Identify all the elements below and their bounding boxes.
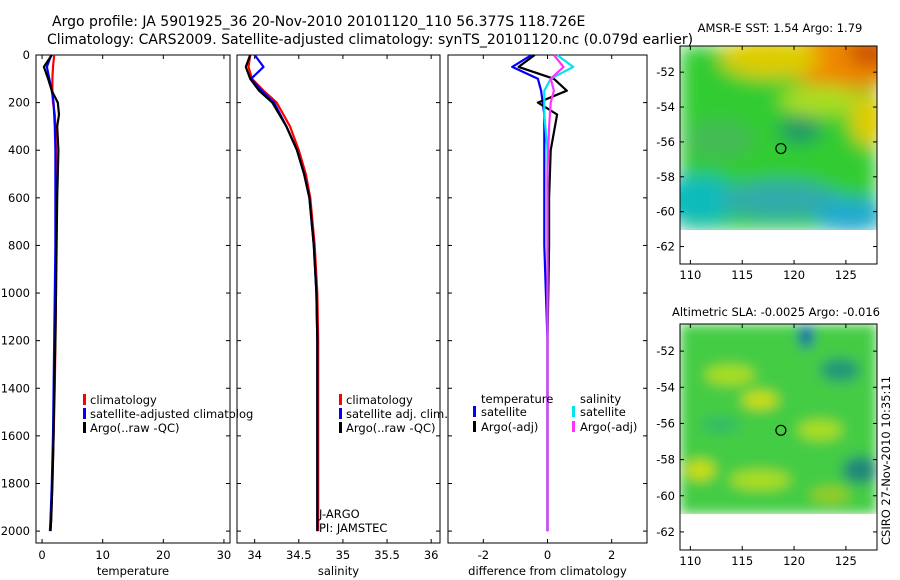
x-tick-label: 34 bbox=[247, 548, 262, 562]
y-tick-label: -58 bbox=[656, 453, 675, 467]
series-line-blue bbox=[250, 54, 319, 532]
x-tick-label: 20 bbox=[156, 548, 171, 562]
timestamp-stamp: CSIRO 27-Nov-2010 10:35:11 bbox=[879, 376, 893, 545]
legend-swatch bbox=[83, 408, 86, 419]
y-tick-label: 1400 bbox=[1, 381, 30, 395]
x-tick-label: 125 bbox=[835, 554, 857, 568]
legend-label: satellite bbox=[580, 405, 626, 419]
y-tick-label: -54 bbox=[656, 100, 675, 114]
x-tick-label: 115 bbox=[731, 554, 753, 568]
y-tick-label: 800 bbox=[8, 238, 30, 252]
series-line-magenta bbox=[546, 54, 565, 532]
legend-swatch bbox=[473, 406, 476, 417]
series-line-black bbox=[517, 54, 568, 532]
y-tick-label: 0 bbox=[23, 48, 30, 62]
y-tick-label: -54 bbox=[656, 380, 675, 394]
y-tick-label: 2000 bbox=[1, 524, 30, 538]
x-tick-label: 115 bbox=[731, 268, 753, 282]
x-tick-label: 110 bbox=[679, 268, 701, 282]
x-tick-label: 36 bbox=[424, 548, 439, 562]
sst-map-title: AMSR-E SST: 1.54 Argo: 1.79 bbox=[698, 21, 863, 35]
y-tick-label: 600 bbox=[8, 191, 30, 205]
argo-location-marker bbox=[775, 424, 787, 436]
legend-label: Argo(-adj) bbox=[481, 420, 538, 434]
sst-map-axes: -52 -54 -56 -58 -60 -62 110 115 120 125 bbox=[656, 46, 877, 282]
series-line-blue bbox=[511, 54, 549, 532]
x-axis-label: temperature bbox=[97, 564, 169, 578]
y-tick-label: 1000 bbox=[1, 286, 30, 300]
x-tick-label: 125 bbox=[835, 268, 857, 282]
legend-label: climatology bbox=[346, 393, 413, 407]
x-tick-label: 35 bbox=[336, 548, 351, 562]
sla-field bbox=[680, 324, 877, 514]
legend-label: satellite bbox=[481, 405, 527, 419]
x-tick-label: 10 bbox=[95, 548, 110, 562]
x-tick-label: 0 bbox=[544, 548, 551, 562]
y-tick-label: -60 bbox=[656, 489, 675, 503]
argo-location-marker bbox=[775, 142, 787, 155]
legend-swatch bbox=[339, 394, 342, 405]
sst-field bbox=[680, 46, 877, 230]
sla-map-axes: -52 -54 -56 -58 -60 -62 110 115 120 125 bbox=[656, 324, 877, 568]
legend-swatch bbox=[572, 406, 575, 417]
x-axis-label: salinity bbox=[318, 564, 359, 578]
series-line-red bbox=[247, 54, 320, 532]
legend-swatch bbox=[572, 421, 575, 432]
legend-label: satellite adj. clim. bbox=[346, 407, 448, 421]
y-tick-label: -62 bbox=[656, 525, 675, 539]
y-tick-label: 1600 bbox=[1, 429, 30, 443]
y-tick-label: 1200 bbox=[1, 334, 30, 348]
series-line-black bbox=[244, 54, 319, 532]
legend-label: Argo(..raw -QC) bbox=[90, 421, 180, 435]
temperature-panel: 0 200 400 600 800 1000 1200 1400 1600 1800 2000 0 10… bbox=[1, 48, 254, 578]
plot-frame bbox=[236, 54, 441, 544]
series-line-black bbox=[42, 54, 61, 532]
y-tick-label: 200 bbox=[8, 96, 30, 110]
x-tick-label: 2 bbox=[608, 548, 615, 562]
legend-label: satellite-adjusted climatolog bbox=[90, 407, 253, 421]
figure-title-line1: Argo profile: JA 5901925_36 20-Nov-2010 … bbox=[52, 14, 585, 30]
float-annotation: J-ARGO bbox=[318, 507, 360, 521]
sst-map-panel: AMSR-E SST: 1.54 Argo: 1.79 -52 -54 -56 -58… bbox=[656, 21, 878, 282]
y-tick-label: 400 bbox=[8, 143, 30, 157]
legend-heading: salinity bbox=[580, 392, 621, 406]
legend-label: climatology bbox=[90, 393, 157, 407]
x-tick-label: 0 bbox=[38, 548, 45, 562]
series-line-blue bbox=[45, 54, 57, 532]
x-tick-label: 120 bbox=[783, 268, 805, 282]
x-tick-label: -2 bbox=[478, 548, 489, 562]
legend-label: Argo(..raw -QC) bbox=[346, 421, 436, 435]
legend-swatch bbox=[339, 422, 342, 433]
legend-heading: temperature bbox=[481, 392, 553, 406]
y-tick-label: -58 bbox=[656, 170, 675, 184]
x-tick-label: 35.5 bbox=[374, 548, 400, 562]
legend-swatch bbox=[473, 421, 476, 432]
y-tick-label: 1800 bbox=[1, 476, 30, 490]
y-tick-label: -52 bbox=[656, 344, 675, 358]
difference-panel: -2 0 2 difference from climatology temperatu… bbox=[447, 54, 648, 578]
x-tick-label: 110 bbox=[679, 554, 701, 568]
x-axis-label: difference from climatology bbox=[468, 564, 627, 578]
y-tick-label: -60 bbox=[656, 205, 675, 219]
y-tick-label: -62 bbox=[656, 240, 675, 254]
y-tick-label: -52 bbox=[656, 65, 675, 79]
salinity-panel: 34 34.5 35 35.5 36 salinity climatologysatelli… bbox=[236, 54, 448, 578]
y-tick-label: -56 bbox=[656, 416, 675, 430]
sla-map-panel: Altimetric SLA: -0.0025 Argo: -0.016 -52… bbox=[656, 305, 880, 568]
legend-swatch bbox=[339, 408, 342, 419]
legend-label: Argo(-adj) bbox=[580, 420, 637, 434]
x-tick-label: 120 bbox=[783, 554, 805, 568]
legend-swatch bbox=[83, 394, 86, 405]
sla-map-title: Altimetric SLA: -0.0025 Argo: -0.016 bbox=[672, 305, 880, 319]
x-tick-label: 34.5 bbox=[286, 548, 312, 562]
float-annotation: PI: JAMSTEC bbox=[319, 521, 387, 535]
x-tick-label: 30 bbox=[217, 548, 232, 562]
figure-title-line2: Climatology: CARS2009. Satellite-adjuste… bbox=[47, 32, 693, 48]
legend-swatch bbox=[83, 422, 86, 433]
y-tick-label: -56 bbox=[656, 135, 675, 149]
plot-frame bbox=[35, 54, 231, 544]
